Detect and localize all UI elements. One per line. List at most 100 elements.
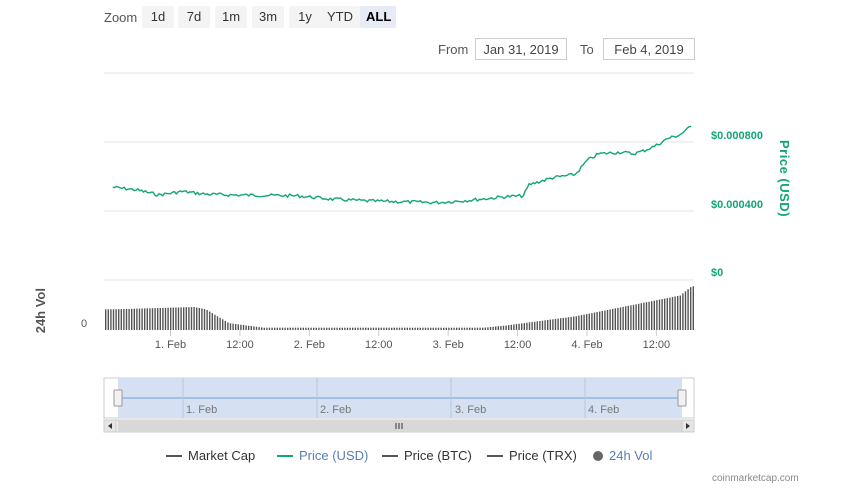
volume-bar	[684, 291, 687, 330]
zoom-7d-button[interactable]: 7d	[178, 6, 210, 28]
navigator-right-handle[interactable]	[677, 389, 687, 407]
volume-bar	[567, 317, 570, 330]
x-tick-label: 12:00	[643, 339, 671, 351]
volume-bar	[523, 323, 525, 330]
legend-market-cap[interactable]: Market Cap	[166, 448, 255, 463]
volume-bar	[154, 308, 156, 330]
volume-bar	[362, 327, 364, 330]
volume-zero-label: 0	[81, 318, 88, 330]
navigator-label: 4. Feb	[588, 404, 620, 416]
volume-bar	[622, 306, 624, 330]
volume-bar	[211, 313, 213, 330]
volume-bar	[284, 327, 286, 330]
volume-bar	[118, 309, 120, 330]
legend-price-btc[interactable]: Price (BTC)	[382, 448, 472, 463]
volume-bar	[380, 327, 382, 330]
legend-24h-vol[interactable]: 24h Vol	[593, 448, 652, 463]
volume-bar	[601, 311, 603, 330]
grid	[104, 72, 694, 281]
volume-bar	[149, 308, 151, 330]
right-arrow-icon	[686, 423, 690, 429]
legend-price-trx[interactable]: Price (TRX)	[487, 448, 577, 463]
volume-bar	[141, 308, 143, 330]
zoom-ytd-button[interactable]: YTD	[320, 6, 360, 28]
volume-bar	[448, 327, 450, 330]
volume-bar	[313, 327, 315, 330]
navigator-left-handle[interactable]	[113, 389, 123, 407]
volume-bar	[336, 327, 338, 330]
zoom-3m-button[interactable]: 3m	[252, 6, 284, 28]
volume-bar	[586, 314, 588, 330]
volume-bar	[453, 327, 455, 330]
legend-label: Price (USD)	[299, 448, 369, 463]
volume-bar	[133, 308, 135, 330]
volume-bar	[393, 327, 395, 330]
volume-bar	[370, 327, 372, 330]
volume-bar	[292, 327, 294, 330]
volume-bar	[692, 286, 694, 330]
volume-bar	[287, 327, 289, 330]
volume-bar	[632, 304, 635, 330]
volume-bar	[518, 323, 520, 330]
volume-bar	[196, 307, 198, 330]
navigator-label: 2. Feb	[320, 404, 352, 416]
volume-bar	[253, 326, 255, 330]
from-date-input[interactable]	[475, 38, 567, 60]
x-tick-label: 12:00	[365, 339, 393, 351]
x-axis-tick-labels: 1. Feb 12:00 2. Feb 12:00 3. Feb 12:00 4. Feb 1…	[155, 330, 670, 351]
volume-bar	[432, 327, 434, 330]
legend-label: 24h Vol	[609, 448, 653, 463]
volume-bar	[300, 327, 302, 330]
volume-bar	[289, 327, 291, 330]
volume-bar	[466, 327, 468, 330]
volume-bar	[146, 308, 148, 330]
volume-bar	[679, 295, 681, 330]
volume-bar	[547, 320, 549, 330]
volume-bar	[354, 327, 356, 330]
volume-bar	[638, 303, 640, 330]
volume-bar	[417, 327, 419, 330]
volume-bar	[131, 308, 133, 330]
volume-bar	[352, 327, 354, 330]
scrollbar-thumb[interactable]	[118, 420, 682, 432]
y-tick-label: $0	[711, 267, 724, 279]
volume-bar	[565, 317, 567, 330]
volume-bar	[510, 324, 512, 330]
legend-label: Price (BTC)	[404, 448, 472, 463]
volume-bar	[599, 311, 601, 330]
volume-bar	[492, 326, 494, 330]
volume-bar	[128, 308, 130, 330]
volume-bar	[235, 324, 237, 330]
volume-bar	[318, 327, 320, 330]
volume-bar	[274, 327, 276, 330]
volume-bar	[424, 327, 427, 330]
volume-bar	[115, 309, 117, 330]
volume-bar	[331, 327, 333, 330]
volume-bar	[487, 327, 489, 330]
zoom-1y-button[interactable]: 1y	[289, 6, 321, 28]
volume-bar	[378, 327, 380, 330]
volume-bar	[172, 307, 174, 330]
legend-label: Market Cap	[188, 448, 256, 463]
volume-bar	[193, 307, 195, 330]
zoom-all-button[interactable]: ALL	[360, 6, 396, 28]
volume-bar	[479, 327, 481, 330]
volume-bar	[339, 327, 341, 330]
volume-bar	[469, 327, 471, 330]
volume-bar	[643, 302, 645, 330]
volume-bar	[198, 308, 200, 330]
volume-bar	[656, 300, 658, 330]
zoom-1m-button[interactable]: 1m	[215, 6, 247, 28]
to-date-input[interactable]	[603, 38, 695, 60]
volume-bar	[164, 307, 167, 330]
volume-bar	[388, 327, 390, 330]
volume-bar	[484, 327, 486, 330]
volume-bar	[341, 327, 343, 330]
x-tick-label: 4. Feb	[571, 339, 602, 351]
legend-price-usd[interactable]: Price (USD)	[277, 448, 368, 463]
volume-bar	[297, 327, 299, 330]
zoom-1d-button[interactable]: 1d	[142, 6, 174, 28]
volume-bar	[664, 298, 666, 330]
volume-bar	[445, 327, 447, 330]
